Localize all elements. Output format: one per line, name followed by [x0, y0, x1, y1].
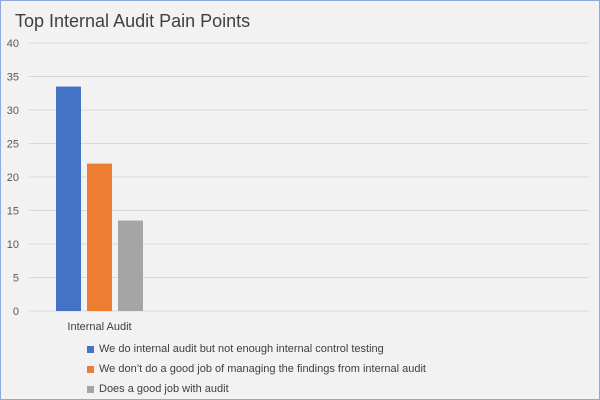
y-tick-label: 0 [13, 306, 19, 318]
legend-label: We do internal audit but not enough inte… [99, 343, 384, 355]
legend-swatch [87, 365, 94, 373]
x-category-label: Internal Audit [67, 321, 131, 333]
legend-swatch [87, 385, 94, 393]
legend-item: Does a good job with audit [87, 379, 426, 399]
y-tick-label: 40 [7, 38, 19, 50]
legend: We do internal audit but not enough inte… [87, 339, 426, 399]
legend-label: We don’t do a good job of managing the f… [99, 363, 426, 375]
legend-label: Does a good job with audit [99, 383, 229, 395]
legend-item: We do internal audit but not enough inte… [87, 339, 426, 359]
chart-title: Top Internal Audit Pain Points [15, 11, 251, 31]
legend-swatch [87, 345, 94, 353]
y-tick-label: 15 [7, 206, 19, 218]
bar-1 [56, 86, 81, 311]
legend-item: We don’t do a good job of managing the f… [87, 359, 426, 379]
bar-2 [87, 163, 112, 311]
y-tick-label: 10 [7, 239, 19, 251]
y-tick-label: 20 [7, 172, 19, 184]
y-tick-label: 35 [7, 72, 19, 84]
bar-3 [118, 220, 143, 311]
y-tick-label: 25 [7, 139, 19, 151]
y-tick-label: 30 [7, 105, 19, 117]
y-tick-label: 5 [13, 273, 19, 285]
